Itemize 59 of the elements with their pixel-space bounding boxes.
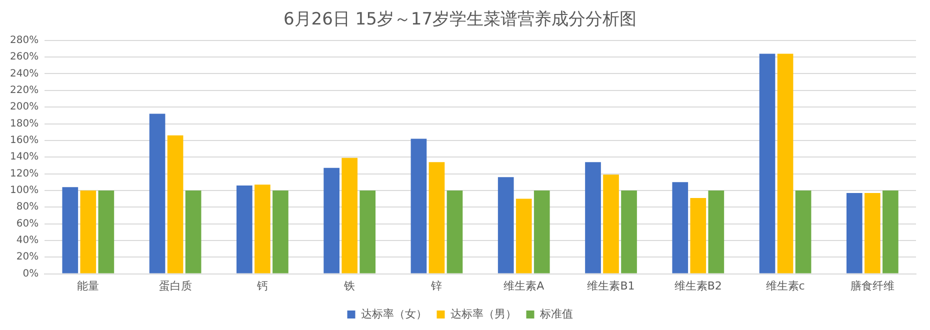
bar — [690, 198, 706, 274]
legend-label: 达标率（男） — [450, 307, 516, 320]
bar — [342, 158, 358, 274]
bar — [98, 190, 114, 274]
bar — [428, 162, 445, 274]
bar — [62, 187, 78, 274]
y-tick-label: 220% — [10, 85, 39, 96]
y-tick-label: 160% — [10, 135, 39, 146]
legend-label: 标准值 — [538, 307, 573, 320]
bar — [80, 190, 96, 274]
bar — [360, 190, 376, 274]
bar — [185, 190, 202, 274]
bar — [795, 190, 812, 274]
x-tick-label: 能量 — [77, 279, 100, 292]
x-tick-label: 维生素B2 — [674, 279, 722, 292]
bar — [167, 135, 184, 274]
y-tick-label: 60% — [16, 218, 39, 230]
bar — [149, 114, 166, 274]
x-tick-label: 钙 — [256, 279, 268, 292]
bar — [621, 190, 637, 274]
y-tick-label: 20% — [16, 252, 39, 263]
bar — [516, 198, 532, 274]
bar — [498, 177, 514, 274]
bar — [272, 190, 288, 274]
bar — [534, 190, 550, 274]
bar — [777, 54, 794, 274]
bar — [759, 54, 776, 274]
bar — [254, 184, 270, 274]
bar — [446, 190, 463, 274]
bar — [585, 162, 601, 274]
legend-label: 达标率（女） — [360, 307, 427, 320]
bar — [672, 182, 688, 274]
bar — [846, 192, 862, 274]
y-tick-label: 200% — [10, 102, 39, 113]
x-tick-label: 膳食纤维 — [850, 279, 894, 292]
x-tick-label: 蛋白质 — [158, 279, 192, 292]
y-tick-label: 0% — [22, 268, 39, 280]
y-tick-label: 180% — [10, 118, 39, 130]
x-tick-label: 维生素A — [504, 279, 545, 292]
bar — [236, 185, 252, 274]
y-tick-label: 140% — [10, 152, 39, 163]
chart-title: 6月26日 15岁～17岁学生菜谱营养成分分析图 — [283, 10, 637, 30]
bar — [603, 174, 619, 274]
bar — [410, 138, 427, 274]
x-tick-label: 维生素B1 — [587, 279, 635, 292]
y-tick-label: 80% — [16, 202, 39, 213]
y-tick-label: 40% — [16, 235, 39, 246]
y-tick-label: 280% — [10, 34, 39, 46]
x-tick-label: 锌 — [430, 279, 442, 292]
bar — [324, 168, 340, 274]
y-tick-label: 240% — [10, 68, 39, 80]
bar — [708, 190, 724, 274]
bar — [882, 190, 898, 274]
y-tick-label: 100% — [10, 185, 39, 196]
y-tick-label: 260% — [10, 52, 39, 63]
x-tick-label: 铁 — [343, 279, 356, 292]
bar — [864, 192, 880, 274]
y-tick-label: 120% — [10, 168, 39, 180]
x-tick-label: 维生素c — [766, 279, 805, 292]
